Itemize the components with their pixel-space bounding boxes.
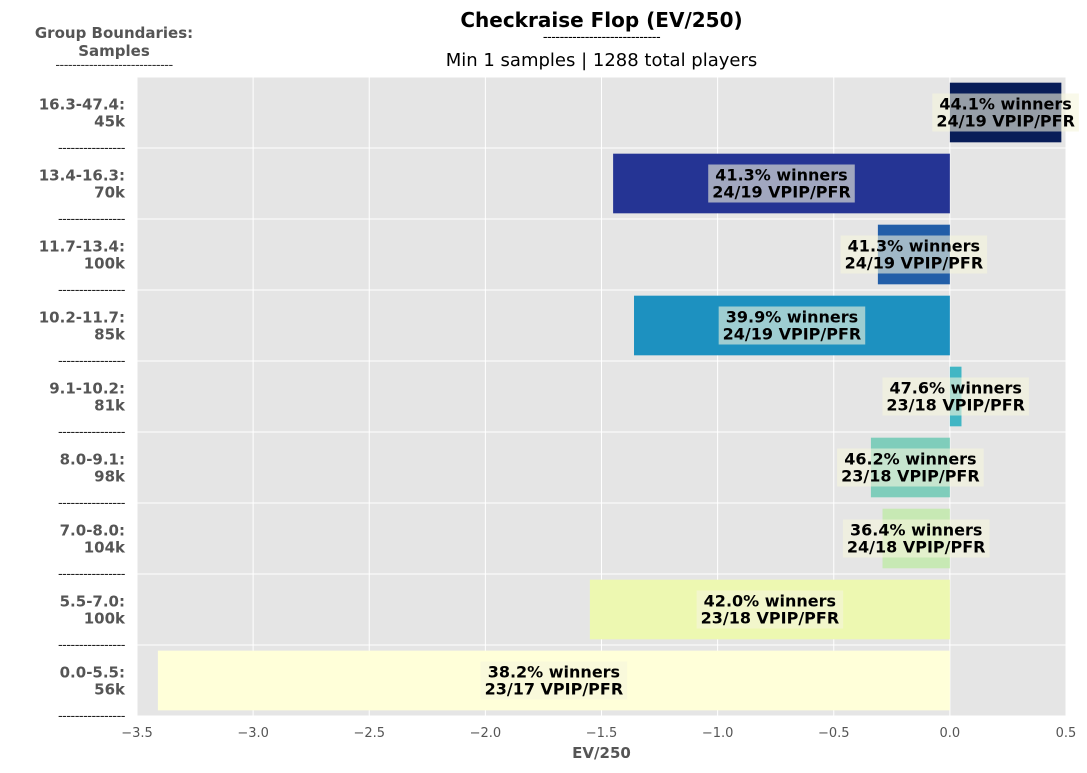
y-category-range-label: 13.4-16.3: bbox=[39, 167, 125, 185]
y-category-samples-label: 45k bbox=[94, 113, 126, 131]
bar-annotation-box bbox=[840, 235, 988, 274]
bar-annotation-box bbox=[718, 306, 866, 345]
bar-annotation-box bbox=[708, 164, 855, 203]
bar-winners-label: 41.3% winners bbox=[848, 237, 980, 256]
chart-title: Checkraise Flop (EV/250) bbox=[460, 8, 743, 32]
y-separator: ---------------- bbox=[58, 638, 126, 653]
bar-winners-label: 39.9% winners bbox=[726, 308, 858, 327]
bar-vpip-label: 24/19 VPIP/PFR bbox=[712, 183, 851, 202]
bar-vpip-label: 23/18 VPIP/PFR bbox=[701, 609, 840, 628]
y-separator: ---------------- bbox=[58, 567, 126, 582]
bar-annotation-box bbox=[837, 448, 984, 487]
y-category-samples-label: 56k bbox=[94, 681, 126, 699]
y-axis-header-text: Group Boundaries: Samples bbox=[34, 24, 194, 60]
y-separator: ---------------- bbox=[58, 496, 126, 511]
bar-vpip-label: 24/19 VPIP/PFR bbox=[723, 325, 862, 344]
y-category-samples-label: 100k bbox=[84, 255, 126, 273]
bar-annotation-box bbox=[480, 661, 628, 700]
y-category-samples-label: 81k bbox=[94, 397, 126, 415]
y-category-samples-label: 85k bbox=[94, 326, 126, 344]
y-axis-header-underline: ---------------------------- bbox=[55, 58, 173, 73]
y-category-samples-label: 98k bbox=[94, 468, 126, 486]
bar-winners-label: 42.0% winners bbox=[704, 592, 836, 611]
bar-annotation-box bbox=[696, 590, 844, 629]
bar-vpip-label: 24/19 VPIP/PFR bbox=[936, 112, 1075, 131]
y-axis-header: Group Boundaries: Samples bbox=[10, 24, 218, 60]
bar-vpip-label: 23/18 VPIP/PFR bbox=[886, 396, 1025, 415]
x-tick-label: −2.0 bbox=[470, 726, 502, 741]
y-category-range-label: 11.7-13.4: bbox=[39, 238, 125, 256]
x-tick-label: −0.5 bbox=[818, 726, 850, 741]
y-separator: ---------------- bbox=[58, 709, 126, 724]
y-category-samples-label: 100k bbox=[84, 610, 126, 628]
y-category-range-label: 10.2-11.7: bbox=[39, 309, 125, 327]
y-category-samples-label: 70k bbox=[94, 184, 126, 202]
bar-annotation-box bbox=[932, 93, 1079, 132]
x-tick-label: 0.0 bbox=[940, 726, 961, 741]
bar-winners-label: 36.4% winners bbox=[850, 521, 982, 540]
x-tick-label: −3.5 bbox=[121, 726, 153, 741]
x-tick-label: −2.5 bbox=[353, 726, 385, 741]
bar-vpip-label: 24/18 VPIP/PFR bbox=[847, 538, 986, 557]
y-category-range-label: 16.3-47.4: bbox=[39, 96, 125, 114]
bar-winners-label: 46.2% winners bbox=[844, 450, 976, 469]
title-underline: ---------------------------- bbox=[542, 30, 661, 45]
chart-subtitle: Min 1 samples | 1288 total players bbox=[445, 50, 758, 71]
y-separator: ---------------- bbox=[58, 212, 126, 227]
bar-vpip-label: 23/17 VPIP/PFR bbox=[485, 680, 624, 699]
x-axis-label: EV/250 bbox=[572, 744, 631, 762]
bar-winners-label: 38.2% winners bbox=[488, 663, 620, 682]
bar-annotation-box bbox=[882, 377, 1029, 416]
y-category-range-label: 9.1-10.2: bbox=[49, 380, 125, 398]
x-tick-label: −1.5 bbox=[586, 726, 618, 741]
y-separator: ---------------- bbox=[58, 425, 126, 440]
y-category-range-label: 0.0-5.5: bbox=[60, 664, 125, 682]
y-separator: ---------------- bbox=[58, 354, 126, 369]
x-tick-label: 0.5 bbox=[1056, 726, 1077, 741]
y-category-range-label: 5.5-7.0: bbox=[60, 593, 125, 611]
bar-winners-label: 44.1% winners bbox=[939, 95, 1071, 114]
bar-winners-label: 41.3% winners bbox=[715, 166, 847, 185]
bar-annotation-box bbox=[842, 519, 990, 558]
y-category-range-label: 8.0-9.1: bbox=[60, 451, 125, 469]
x-tick-label: −3.0 bbox=[237, 726, 269, 741]
y-category-samples-label: 104k bbox=[84, 539, 126, 557]
x-tick-label: −1.0 bbox=[702, 726, 734, 741]
y-separator: ---------------- bbox=[58, 283, 126, 298]
bar-winners-label: 47.6% winners bbox=[889, 379, 1021, 398]
y-category-range-label: 7.0-8.0: bbox=[60, 522, 125, 540]
y-separator: ---------------- bbox=[58, 141, 126, 156]
bar-vpip-label: 23/18 VPIP/PFR bbox=[841, 467, 980, 486]
bar-vpip-label: 24/19 VPIP/PFR bbox=[845, 254, 984, 273]
